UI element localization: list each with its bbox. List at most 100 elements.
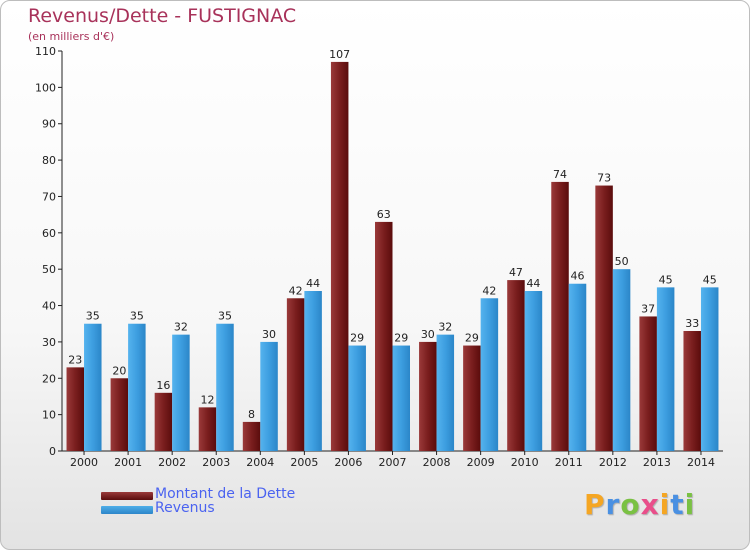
bar-revenus [84,323,102,451]
data-label-revenus: 32 [438,321,452,334]
data-label-dette: 63 [377,208,391,221]
logo-letter: t [670,488,685,521]
chart-subtitle: (en milliers d'€) [28,30,115,43]
bar-dette [330,61,349,452]
y-tick-label: 30 [42,336,56,349]
bar-dette [419,341,437,451]
data-label-dette: 29 [465,332,479,345]
logo-letter: P [584,488,606,521]
y-tick-label: 0 [49,445,56,458]
bar-revenus [392,345,410,451]
bar-dette [507,280,525,451]
bar-revenus [436,334,455,451]
data-label-dette: 20 [112,364,126,377]
x-tick-label: 2003 [202,456,230,469]
y-tick-label: 60 [42,227,56,240]
data-label-revenus: 44 [306,277,320,290]
bar-dette [551,181,569,451]
legend-swatch-dette [101,492,153,500]
x-tick-label: 2010 [511,456,539,469]
bar-dette [286,298,305,451]
x-tick-label: 2000 [70,456,98,469]
x-tick-label: 2007 [379,456,407,469]
bar-revenus [568,283,587,451]
data-label-dette: 23 [68,353,82,366]
x-tick-label: 2008 [423,456,451,469]
bar-revenus [612,269,631,451]
y-tick-label: 50 [42,263,56,276]
data-label-dette: 30 [421,328,435,341]
x-tick-label: 2014 [687,456,715,469]
x-tick-label: 2009 [467,456,495,469]
data-label-dette: 47 [509,266,523,279]
y-tick-label: 100 [35,81,56,94]
bar-dette [683,331,701,451]
x-tick-label: 2002 [158,456,186,469]
bar-dette [154,392,173,451]
bar-dette [463,345,481,451]
bar-revenus [128,323,146,451]
data-label-dette: 73 [597,172,611,185]
y-tick-label: 110 [35,45,56,58]
data-label-dette: 74 [553,168,567,181]
bar-revenus [260,341,278,451]
x-axis: 2000 2001 2002 2003 2004 2005 2006 2007 2008 2009… [62,450,723,469]
data-label-revenus: 30 [262,328,276,341]
data-label-dette: 12 [200,393,214,406]
logo-letter: i [659,488,671,521]
legend-swatch-revenus [101,506,153,514]
y-tick-label: 10 [42,409,56,422]
data-label-revenus: 50 [615,255,629,268]
data-label-revenus: 45 [703,273,717,286]
data-label-revenus: 35 [86,310,100,323]
bar-dette [66,367,85,451]
logo-letter: o [620,488,641,521]
logo-letter: r [605,488,621,521]
bar-dette [110,378,129,451]
bar-dette [595,185,613,451]
bar-revenus [524,291,543,451]
x-tick-label: 2005 [290,456,318,469]
data-label-revenus: 45 [659,273,673,286]
y-tick-label: 90 [42,118,56,131]
data-label-revenus: 35 [218,310,232,323]
data-label-dette: 37 [641,302,655,315]
x-tick-label: 2011 [555,456,583,469]
data-label-revenus: 42 [482,284,496,297]
x-tick-label: 2004 [246,456,274,469]
bar-revenus [172,334,190,451]
data-label-dette: 33 [685,317,699,330]
data-label-dette: 8 [248,408,255,421]
data-label-revenus: 29 [350,332,364,345]
y-tick-label: 20 [42,372,56,385]
y-tick-label: 40 [42,300,56,313]
data-label-dette: 107 [329,48,350,61]
proxiti-logo: Proxiti [584,488,695,521]
data-label-revenus: 46 [571,270,585,283]
chart-title: Revenus/Dette - FUSTIGNAC [28,5,297,27]
bar-revenus [304,291,322,451]
bar-dette [375,221,393,451]
bar-revenus [700,287,719,451]
y-tick-label: 80 [42,154,56,167]
data-label-revenus: 35 [130,310,144,323]
bar-dette [639,316,657,451]
y-tick-label: 70 [42,190,56,203]
data-label-revenus: 44 [526,277,540,290]
y-axis: 0 10 20 30 40 50 60 70 80 90 100 110 [35,45,63,458]
bar-revenus [656,287,675,451]
x-tick-label: 2006 [334,456,362,469]
x-tick-label: 2012 [599,456,627,469]
bar-dette [242,421,261,451]
legend-label-dette: Montant de la Dette [155,486,296,502]
legend-label-revenus: Revenus [155,500,215,516]
x-tick-label: 2001 [114,456,142,469]
data-label-dette: 42 [289,284,303,297]
bar-dette [198,407,217,451]
bar-revenus [216,323,234,451]
bar-revenus [480,298,499,451]
data-label-revenus: 29 [394,332,408,345]
